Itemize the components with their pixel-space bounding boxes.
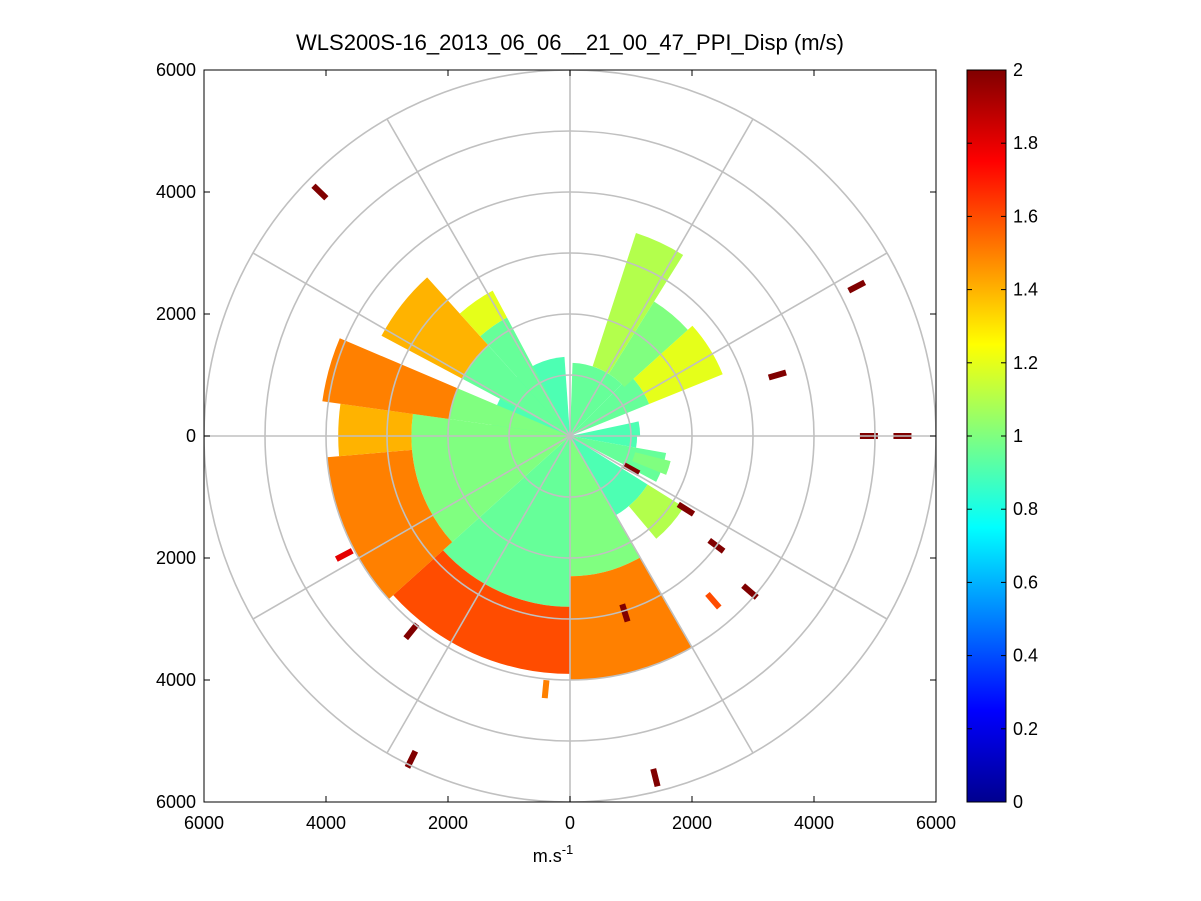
x-axis-label: m.s-1 <box>533 842 574 866</box>
data-sector-2 <box>570 375 650 436</box>
data-sector-8 <box>443 436 570 607</box>
x-tick-label: 2000 <box>428 813 468 833</box>
data-sector-22 <box>322 338 458 420</box>
data-sector-1 <box>570 362 622 436</box>
data-sector-4 <box>570 436 638 448</box>
data-sector-5 <box>570 436 667 482</box>
x-tick-label: 2000 <box>672 813 712 833</box>
x-tick-label: 4000 <box>306 813 346 833</box>
data-sector-15 <box>633 325 723 405</box>
isolated-cell-15 <box>403 622 420 641</box>
x-tick-label: 6000 <box>184 813 224 833</box>
data-sector-12 <box>480 317 570 436</box>
grid-spoke-4 <box>569 435 888 620</box>
colorbar-tick-label: 1 <box>1013 426 1023 446</box>
colorbar: 2 1.8 1.6 1.4 1.2 1 0.8 0.6 0.4 0.2 0 <box>966 60 1038 812</box>
data-sector-10 <box>449 388 570 436</box>
grid-spoke-7 <box>386 435 571 754</box>
data-sector-14 <box>608 301 688 388</box>
colorbar-tick-label: 0 <box>1013 792 1023 812</box>
y-tick-label: 4000 <box>156 670 196 690</box>
isolated-cell-10 <box>619 603 631 623</box>
data-sector-11 <box>462 345 570 436</box>
isolated-cell-13 <box>650 768 661 788</box>
grid-spoke-8 <box>252 435 571 620</box>
colorbar-tick-label: 0.2 <box>1013 719 1038 739</box>
y-tick-label: 4000 <box>156 182 196 202</box>
data-sector-16 <box>632 452 671 475</box>
data-sector-3 <box>570 421 641 436</box>
isolated-cell-0 <box>311 183 329 201</box>
isolated-cell-14 <box>541 679 550 699</box>
data-layer <box>311 183 912 788</box>
x-tick-label: 4000 <box>794 813 834 833</box>
y-tick-label: 2000 <box>156 548 196 568</box>
colorbar-tick-label: 0.6 <box>1013 572 1038 592</box>
colorbar-tick-label: 1.8 <box>1013 133 1038 153</box>
colorbar-tick-label: 0.4 <box>1013 646 1038 666</box>
y-tick-label: 6000 <box>156 60 196 80</box>
grid-spoke-10 <box>252 252 571 437</box>
grid-spoke-5 <box>569 435 754 754</box>
grid-spoke-2 <box>569 252 888 437</box>
chart-title: WLS200S-16_2013_06_06__21_00_47_PPI_Disp… <box>296 30 844 55</box>
data-sector-13 <box>592 232 684 374</box>
colorbar-tick-label: 1.4 <box>1013 280 1038 300</box>
colorbar-tick-label: 1.2 <box>1013 353 1038 373</box>
data-sector-7 <box>570 436 641 577</box>
grid-spoke-11 <box>386 118 571 437</box>
data-sector-18 <box>570 557 692 680</box>
isolated-cell-9 <box>705 591 722 610</box>
polar-grid <box>204 70 936 802</box>
data-sector-24 <box>459 290 507 337</box>
colorbar-gradient <box>966 69 1007 803</box>
isolated-cell-5 <box>621 462 641 476</box>
y-tick-label: 6000 <box>156 792 196 812</box>
colorbar-tick-label: 2 <box>1013 60 1023 80</box>
data-sector-17 <box>628 484 684 539</box>
data-sector-20 <box>326 449 453 600</box>
isolated-cell-6 <box>676 501 696 517</box>
isolated-cell-11 <box>334 548 354 562</box>
y-tick-label: 0 <box>186 426 196 446</box>
data-sector-9 <box>411 413 570 543</box>
x-tick-label: 6000 <box>916 813 956 833</box>
axis-ticks: 6000 4000 2000 0 2000 4000 6000600040002000020… <box>156 60 956 833</box>
y-tick-label: 2000 <box>156 304 196 324</box>
data-sector-19 <box>393 550 570 674</box>
colorbar-tick-label: 1.6 <box>1013 206 1038 226</box>
colorbar-tick-label: 0.8 <box>1013 499 1038 519</box>
isolated-cell-2 <box>767 369 787 381</box>
data-sector-6 <box>570 436 648 516</box>
x-tick-label: 0 <box>565 813 575 833</box>
isolated-cell-1 <box>847 279 867 294</box>
data-sector-23 <box>381 277 489 379</box>
data-sector-21 <box>338 403 413 457</box>
grid-spoke-1 <box>569 118 754 437</box>
